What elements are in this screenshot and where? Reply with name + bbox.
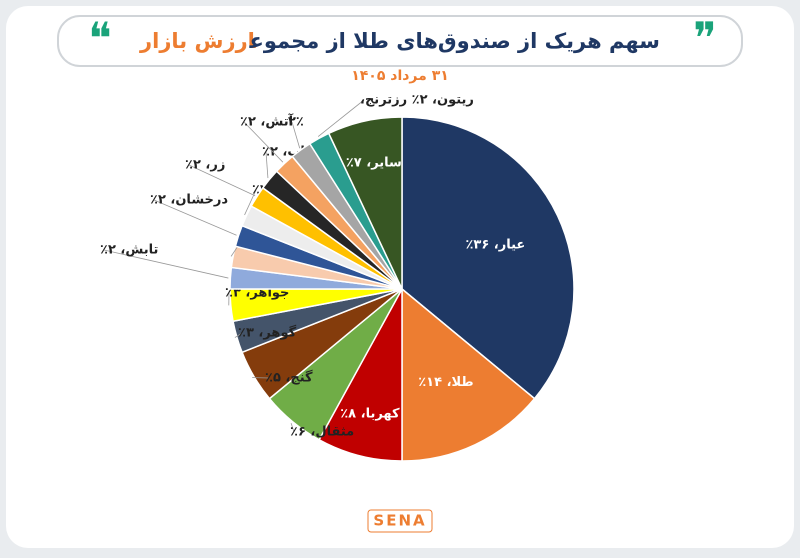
chart-title: سهم هریک از صندوق‌های طلا از مجموعارزش ب… — [139, 29, 660, 53]
data-label: تابش، ۲٪ — [100, 243, 158, 258]
data-label: آتش، ۲٪ — [240, 113, 294, 130]
data-label: طلا، ۱۴٪ — [418, 375, 473, 390]
subtitle: ۳۱ مرداد ۱۴۰۵ — [351, 68, 449, 84]
data-label: زر، ۲٪ — [185, 158, 225, 173]
logo: SENA — [373, 512, 426, 530]
data-label: عیار، ۳۶٪ — [465, 238, 525, 253]
data-label: ریتون، ۲٪ رزترنج، — [360, 93, 474, 108]
data-label: ۲٪ — [288, 115, 304, 130]
data-label: سایر، ۷٪ — [346, 156, 402, 171]
data-label: مثقال، ۶٪ — [290, 425, 354, 440]
title-text: سهم هریک از صندوق‌های طلا از مجموع — [249, 29, 660, 53]
data-label: گنج، ۵٪ — [265, 370, 313, 386]
data-label: گوهر، ۳٪ — [238, 325, 297, 341]
data-label: کهربا، ۸٪ — [340, 406, 400, 421]
quote-mark: ❞ — [693, 14, 717, 65]
quote-mark: ❝ — [88, 14, 112, 65]
title-highlight: ارزش بازار — [139, 29, 257, 53]
data-label: درخشان، ۲٪ — [150, 193, 228, 208]
